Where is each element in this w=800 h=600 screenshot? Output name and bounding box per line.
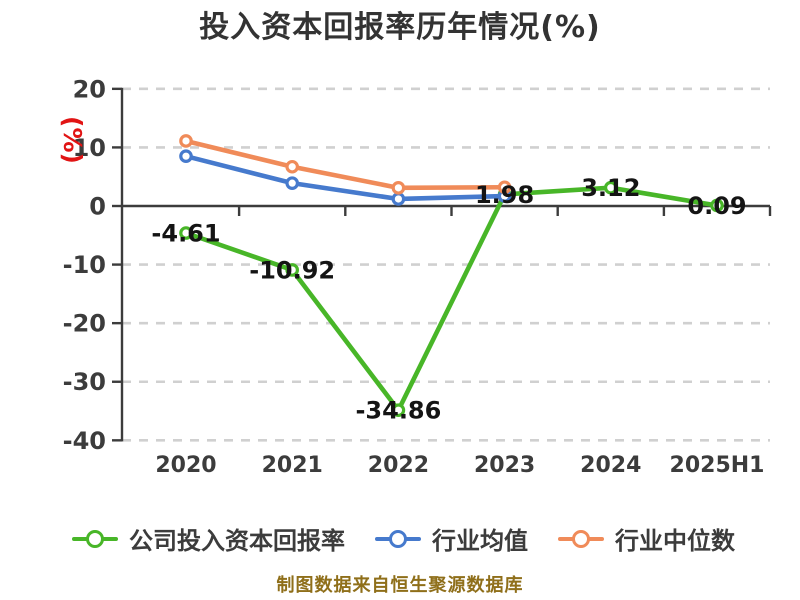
chart-title: 投入资本回报率历年情况(%) (199, 10, 601, 45)
series-line-1 (183, 153, 507, 202)
legend-marker-orange-icon (558, 529, 604, 548)
series-line-0 (183, 185, 720, 413)
x-tick-label: 2022 (368, 453, 429, 478)
y-tick-label: -30 (63, 368, 106, 396)
data-point-marker (179, 149, 193, 164)
x-tick-label: 2020 (155, 453, 216, 478)
x-tick-label: 2024 (580, 453, 641, 478)
x-tick-label: 2023 (474, 453, 535, 478)
data-point-marker (285, 263, 299, 277)
chart-legend: 公司投入资本回报率 行业均值 行业中位数 (72, 521, 735, 556)
data-point-label: -34.86 (355, 397, 441, 425)
data-point-marker (391, 181, 406, 195)
data-point-marker (603, 180, 618, 195)
y-tick-label: 10 (73, 134, 106, 162)
legend-item-company: 公司投入资本回报率 (72, 521, 345, 556)
y-axis-unit-label: (%) (58, 116, 87, 164)
data-source-note: 制图数据来自恒生聚源数据库 (276, 575, 524, 596)
y-tick-label: 0 (89, 193, 106, 221)
legend-item-industry-median: 行业中位数 (558, 521, 735, 556)
data-point-marker (391, 403, 406, 418)
data-point-label: 0.09 (687, 192, 746, 220)
y-tick-label: -10 (63, 251, 106, 279)
data-point-marker (710, 198, 724, 213)
legend-item-industry-avg: 行业均值 (375, 521, 528, 556)
y-tick-label: -40 (63, 427, 106, 455)
chart-plot-area: 20 10 0 -10 -20 -30 -40 2020 2021 2022 2023 2024 202… (58, 75, 772, 478)
y-tick-label: -20 (63, 310, 106, 338)
x-tick-label: 2021 (262, 453, 323, 478)
data-point-marker (285, 176, 299, 190)
data-point-label: -10.92 (249, 256, 335, 284)
data-point-label: 1.98 (475, 181, 534, 209)
series-line-2 (183, 138, 507, 191)
y-tick-label: 20 (73, 75, 106, 103)
legend-label-industry-avg: 行业均值 (432, 527, 528, 555)
data-point-marker (179, 134, 193, 148)
legend-label-company: 公司投入资本回报率 (129, 527, 345, 555)
legend-label-industry-median: 行业中位数 (615, 527, 735, 555)
data-point-marker (497, 180, 512, 195)
legend-marker-green-icon (72, 529, 118, 548)
x-tick-label: 2025H1 (670, 453, 765, 478)
data-point-marker (179, 226, 193, 240)
data-point-label: 3.12 (581, 174, 640, 202)
data-point-label: -4.61 (151, 220, 220, 248)
data-point-marker (285, 159, 299, 174)
legend-marker-blue-icon (375, 529, 421, 548)
data-point-marker (391, 192, 406, 206)
